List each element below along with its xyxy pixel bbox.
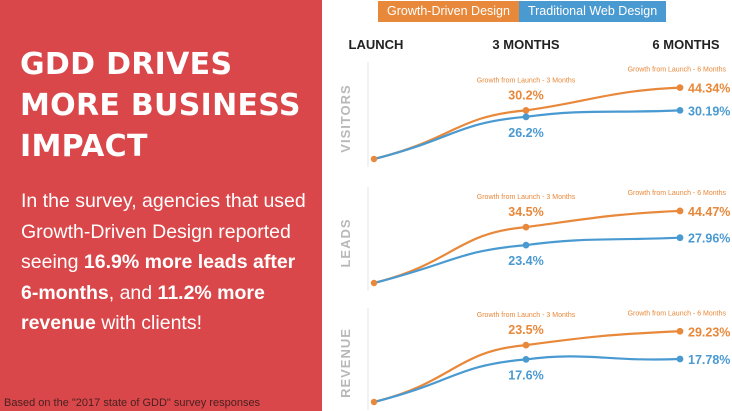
data-label: 26.2% [508,126,543,140]
data-point [522,113,530,121]
headline: GDD DRIVES MORE BUSINESS IMPACT [20,44,315,167]
footnote: Based on the "2017 state of GDD" survey … [4,397,261,409]
data-point [676,207,684,215]
summary-text: , and [108,281,158,304]
data-label: 23.5% [508,323,543,337]
data-label: 44.47% [688,205,730,219]
data-point [676,234,684,242]
summary-highlight-leads: 16.9% more leads after 6-months [21,251,296,304]
column-label: 6 MONTHS [652,37,720,52]
data-point [522,106,530,114]
column-label: LAUNCH [349,37,404,52]
panel-label: LEADS [338,218,353,267]
summary-text: In the survey, agencies that used Growth… [21,190,306,273]
data-point [676,355,684,363]
data-point-launch [370,155,378,163]
data-point [522,356,530,363]
data-label: 44.34% [688,82,730,96]
headline-panel: GDD DRIVES MORE BUSINESS IMPACT In the s… [0,0,322,411]
growth-line-chart: LAUNCH 3 MONTHS 6 MONTHS VISITORS 30.2% 26.2%… [338,37,730,410]
legend-item-gdd: Growth-Driven Design [378,1,519,22]
data-label: 23.4% [508,254,543,268]
annotation-6-months: Growth from Launch - 6 Months [628,67,727,74]
data-point [676,84,684,92]
annotation-6-months: Growth from Launch - 6 Months [628,310,727,317]
data-point [522,341,530,349]
headline-line: GDD DRIVES [20,47,233,82]
annotation-6-months: Growth from Launch - 6 Months [628,190,727,197]
data-point-launch [370,398,378,406]
summary-text: with clients! [95,312,202,334]
annotation-3-months: Growth from Launch - 3 Months [477,77,576,84]
series-line-gdd [372,330,682,404]
headline-line: MORE BUSINESS [20,88,301,123]
data-label: 17.6% [508,368,543,382]
headline-line: IMPACT [20,129,148,164]
survey-summary: In the survey, agencies that used Growth… [21,186,316,339]
annotation-3-months: Growth from Launch - 3 Months [477,312,576,319]
data-label: 30.19% [688,104,730,118]
data-point-launch [370,279,378,287]
panel-label: VISITORS [338,84,353,152]
summary-highlight-revenue: 11.2% more revenue [21,281,265,335]
legend-item-traditional: Traditional Web Design [518,1,667,22]
data-label: 34.5% [508,205,543,219]
data-label: 29.23% [688,325,730,339]
data-label: 30.2% [508,88,543,102]
data-label: 17.78% [688,353,730,367]
data-label: 27.96% [688,232,730,246]
annotation-3-months: Growth from Launch - 3 Months [477,194,576,201]
chart-legend: Growth-Driven Design Traditional Web Des… [378,1,667,22]
column-label: 3 MONTHS [492,37,560,52]
data-point [676,327,684,335]
data-point [522,223,530,231]
data-point [676,106,684,114]
panel-label: REVENUE [338,328,353,398]
data-point [522,241,530,249]
